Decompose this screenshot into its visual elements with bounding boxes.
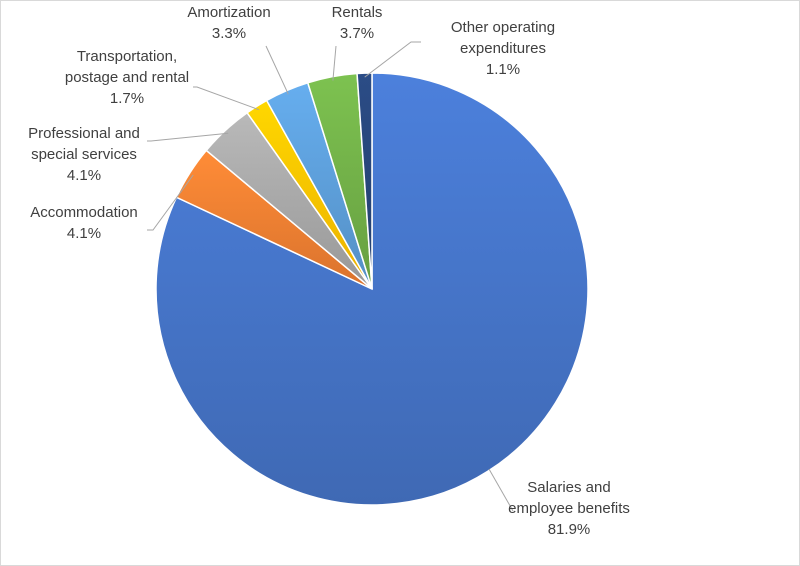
leader-line (193, 86, 260, 111)
data-label-category: Professional and (28, 125, 140, 142)
data-label: Transportation, postage and rental 1.7% (65, 48, 189, 107)
data-label: Salaries and employee benefits 81.9% (508, 479, 630, 538)
leader-line (332, 45, 337, 81)
leader-line (488, 468, 514, 512)
data-label-value: 3.7% (340, 25, 374, 42)
data-label: Other operating expenditures 1.1% (451, 19, 555, 78)
data-labels: Salaries and employee benefits 81.9% Accomm… (28, 4, 630, 538)
leader-line (147, 174, 194, 231)
data-label-category: Transportation, (77, 48, 177, 65)
data-label: Accommodation 4.1% (30, 204, 138, 242)
data-label-value: 4.1% (67, 167, 101, 184)
data-label-value: 1.1% (486, 61, 520, 78)
data-label-category: Rentals (332, 4, 383, 21)
pie-slices (155, 72, 589, 506)
data-label-value: 3.3% (212, 25, 246, 42)
data-label-value: 81.9% (548, 521, 591, 538)
pie-slice (356, 72, 373, 290)
leader-lines (147, 41, 514, 512)
data-label-value: 1.7% (110, 90, 144, 107)
data-label-category: Salaries and (527, 479, 610, 496)
data-label-category: special services (31, 146, 137, 163)
data-label-value: 4.1% (67, 225, 101, 242)
data-label: Rentals 3.7% (332, 4, 383, 42)
data-label: Professional and special services 4.1% (28, 125, 140, 184)
data-label-category: expenditures (460, 40, 546, 57)
pie-slice (155, 72, 589, 506)
leader-line (364, 41, 421, 78)
data-label-category: Amortization (187, 4, 270, 21)
leader-line (265, 45, 289, 95)
data-label-category: postage and rental (65, 69, 189, 86)
data-label-category: employee benefits (508, 500, 630, 517)
leader-line (147, 132, 229, 142)
data-label: Amortization 3.3% (187, 4, 270, 42)
data-label-category: Accommodation (30, 204, 138, 221)
data-label-category: Other operating (451, 19, 555, 36)
